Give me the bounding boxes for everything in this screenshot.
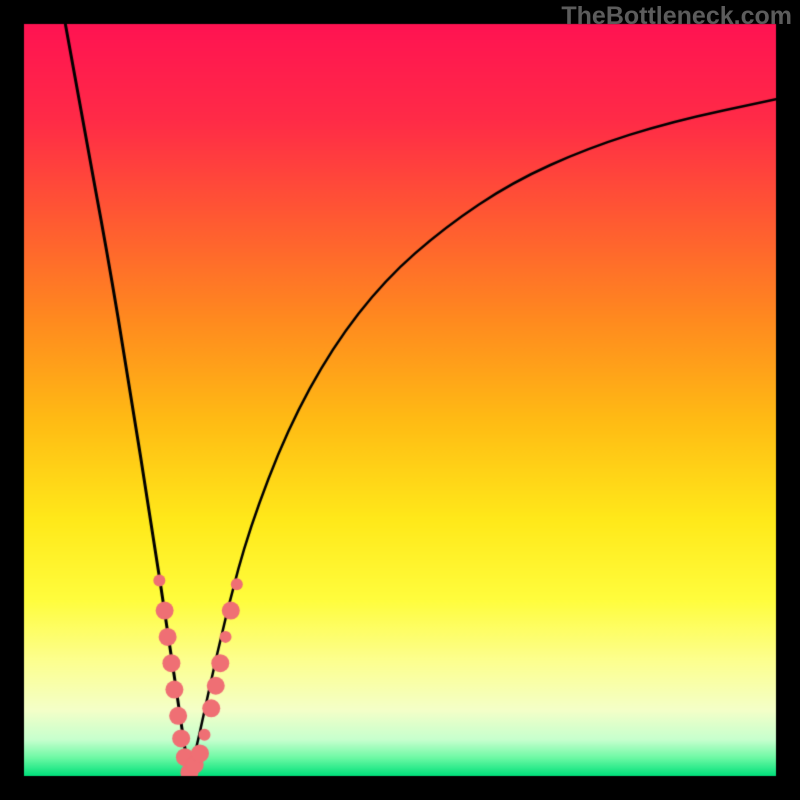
bottleneck-chart: TheBottleneck.com bbox=[0, 0, 800, 800]
chart-canvas bbox=[0, 0, 800, 800]
